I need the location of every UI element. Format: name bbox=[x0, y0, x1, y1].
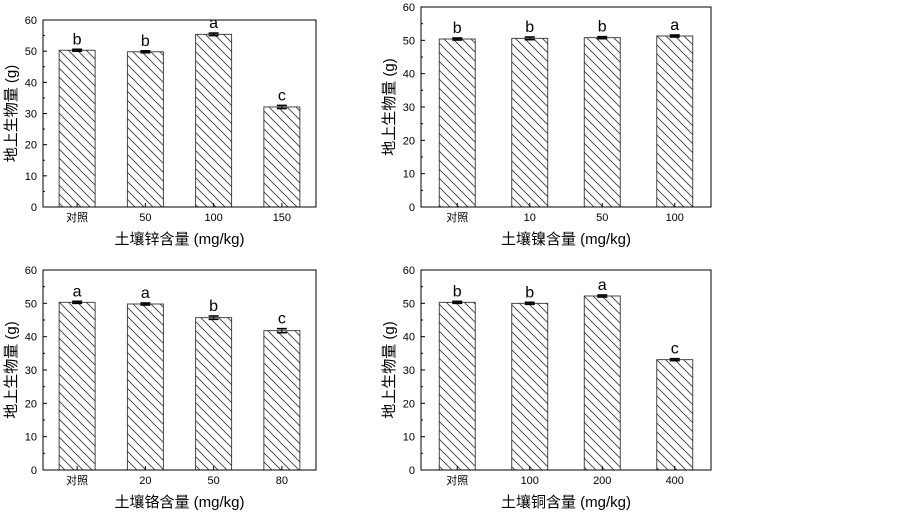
y-tick-label: 0 bbox=[409, 202, 415, 214]
significance-label: a bbox=[598, 277, 607, 294]
bar bbox=[263, 330, 301, 471]
significance-label: b bbox=[598, 19, 607, 36]
significance-label: b bbox=[73, 31, 82, 48]
bar bbox=[438, 301, 476, 471]
significance-label: c bbox=[671, 341, 679, 358]
bar bbox=[583, 37, 621, 208]
y-tick-label: 40 bbox=[25, 332, 37, 344]
bar bbox=[195, 33, 233, 208]
y-axis-title: 地上生物量 (g) bbox=[3, 321, 20, 419]
significance-label: c bbox=[278, 311, 286, 328]
y-tick-label: 0 bbox=[31, 465, 37, 477]
x-axis-title: 土壤镍含量 (mg/kg) bbox=[501, 230, 631, 248]
x-tick-label: 50 bbox=[596, 212, 608, 224]
x-axis-title: 土壤锌含量 (mg/kg) bbox=[114, 230, 244, 248]
y-tick-label: 30 bbox=[403, 365, 415, 377]
y-tick-label: 60 bbox=[25, 265, 37, 277]
x-tick-label: 对照 bbox=[446, 210, 468, 224]
y-tick-label: 60 bbox=[403, 265, 415, 277]
y-axis-title: 地上生物量 (g) bbox=[381, 58, 398, 156]
significance-label: a bbox=[73, 283, 82, 300]
significance-label: b bbox=[453, 283, 462, 300]
y-tick-label: 0 bbox=[409, 465, 415, 477]
y-tick-label: 50 bbox=[403, 35, 415, 47]
y-tick-label: 20 bbox=[25, 140, 37, 152]
x-tick-label: 对照 bbox=[66, 473, 88, 487]
x-tick-label: 10 bbox=[524, 212, 536, 224]
bar bbox=[263, 106, 301, 208]
bar bbox=[656, 35, 694, 208]
significance-label: a bbox=[141, 285, 150, 302]
y-tick-label: 50 bbox=[25, 298, 37, 310]
y-axis-title: 地上生物量 (g) bbox=[381, 321, 398, 419]
x-tick-label: 400 bbox=[666, 475, 684, 487]
y-tick-label: 20 bbox=[403, 398, 415, 410]
significance-label: b bbox=[525, 284, 534, 301]
bar bbox=[438, 38, 476, 208]
y-tick-label: 30 bbox=[25, 365, 37, 377]
y-tick-label: 40 bbox=[25, 77, 37, 89]
y-tick-label: 40 bbox=[403, 69, 415, 81]
bar bbox=[58, 301, 96, 471]
x-tick-label: 200 bbox=[593, 475, 611, 487]
y-tick-label: 10 bbox=[25, 432, 37, 444]
panel-1: b b a c 0 10 20 30 40 50 60 对照 50 100 150 土壤锌含量 (mg/kg)… bbox=[3, 15, 317, 248]
bar bbox=[511, 302, 549, 471]
significance-label: c bbox=[278, 87, 286, 104]
y-tick-label: 50 bbox=[403, 298, 415, 310]
x-tick-label: 80 bbox=[276, 475, 288, 487]
significance-label: b bbox=[141, 33, 150, 50]
y-axis-title: 地上生物量 (g) bbox=[3, 65, 20, 163]
bar bbox=[656, 359, 694, 471]
x-tick-label: 100 bbox=[666, 212, 684, 224]
y-tick-label: 50 bbox=[25, 46, 37, 58]
y-tick-label: 60 bbox=[25, 15, 37, 27]
y-tick-label: 10 bbox=[25, 171, 37, 183]
y-tick-label: 10 bbox=[403, 169, 415, 181]
bar bbox=[583, 295, 621, 471]
significance-label: b bbox=[209, 298, 218, 315]
significance-label: a bbox=[670, 17, 679, 34]
significance-label: a bbox=[209, 15, 218, 32]
y-tick-label: 60 bbox=[403, 2, 415, 14]
bar bbox=[511, 37, 549, 208]
bar bbox=[58, 49, 96, 208]
y-tick-label: 30 bbox=[403, 102, 415, 114]
x-axis-title: 土壤铜含量 (mg/kg) bbox=[501, 493, 631, 511]
x-axis-title: 土壤铬含量 (mg/kg) bbox=[114, 493, 244, 511]
bar bbox=[126, 303, 164, 471]
x-tick-label: 100 bbox=[521, 475, 539, 487]
x-tick-label: 50 bbox=[139, 212, 151, 224]
y-tick-label: 20 bbox=[25, 398, 37, 410]
x-tick-label: 20 bbox=[139, 475, 151, 487]
significance-label: b bbox=[453, 20, 462, 37]
panel-3: a a b c 0 10 20 30 40 50 60 对照 20 50 80 土壤铬含量 (mg/kg) 地上… bbox=[3, 265, 317, 511]
y-tick-label: 0 bbox=[31, 202, 37, 214]
bar bbox=[195, 317, 233, 471]
y-tick-label: 30 bbox=[25, 109, 37, 121]
x-tick-label: 对照 bbox=[66, 210, 88, 224]
bar bbox=[126, 51, 164, 208]
x-tick-label: 150 bbox=[273, 212, 291, 224]
x-tick-label: 100 bbox=[204, 212, 222, 224]
panel-4: b b a c 0 10 20 30 40 50 60 对照 100 200 400 土壤铜含量 (mg/kg… bbox=[381, 265, 712, 511]
y-tick-label: 20 bbox=[403, 135, 415, 147]
panel-2: b b b a 0 10 20 30 40 50 60 对照 10 50 100 土壤镍含量 (mg/kg) 地… bbox=[381, 2, 712, 248]
significance-label: b bbox=[525, 19, 534, 36]
x-tick-label: 50 bbox=[208, 475, 220, 487]
x-tick-label: 对照 bbox=[446, 473, 468, 487]
y-tick-label: 40 bbox=[403, 332, 415, 344]
y-tick-label: 10 bbox=[403, 432, 415, 444]
